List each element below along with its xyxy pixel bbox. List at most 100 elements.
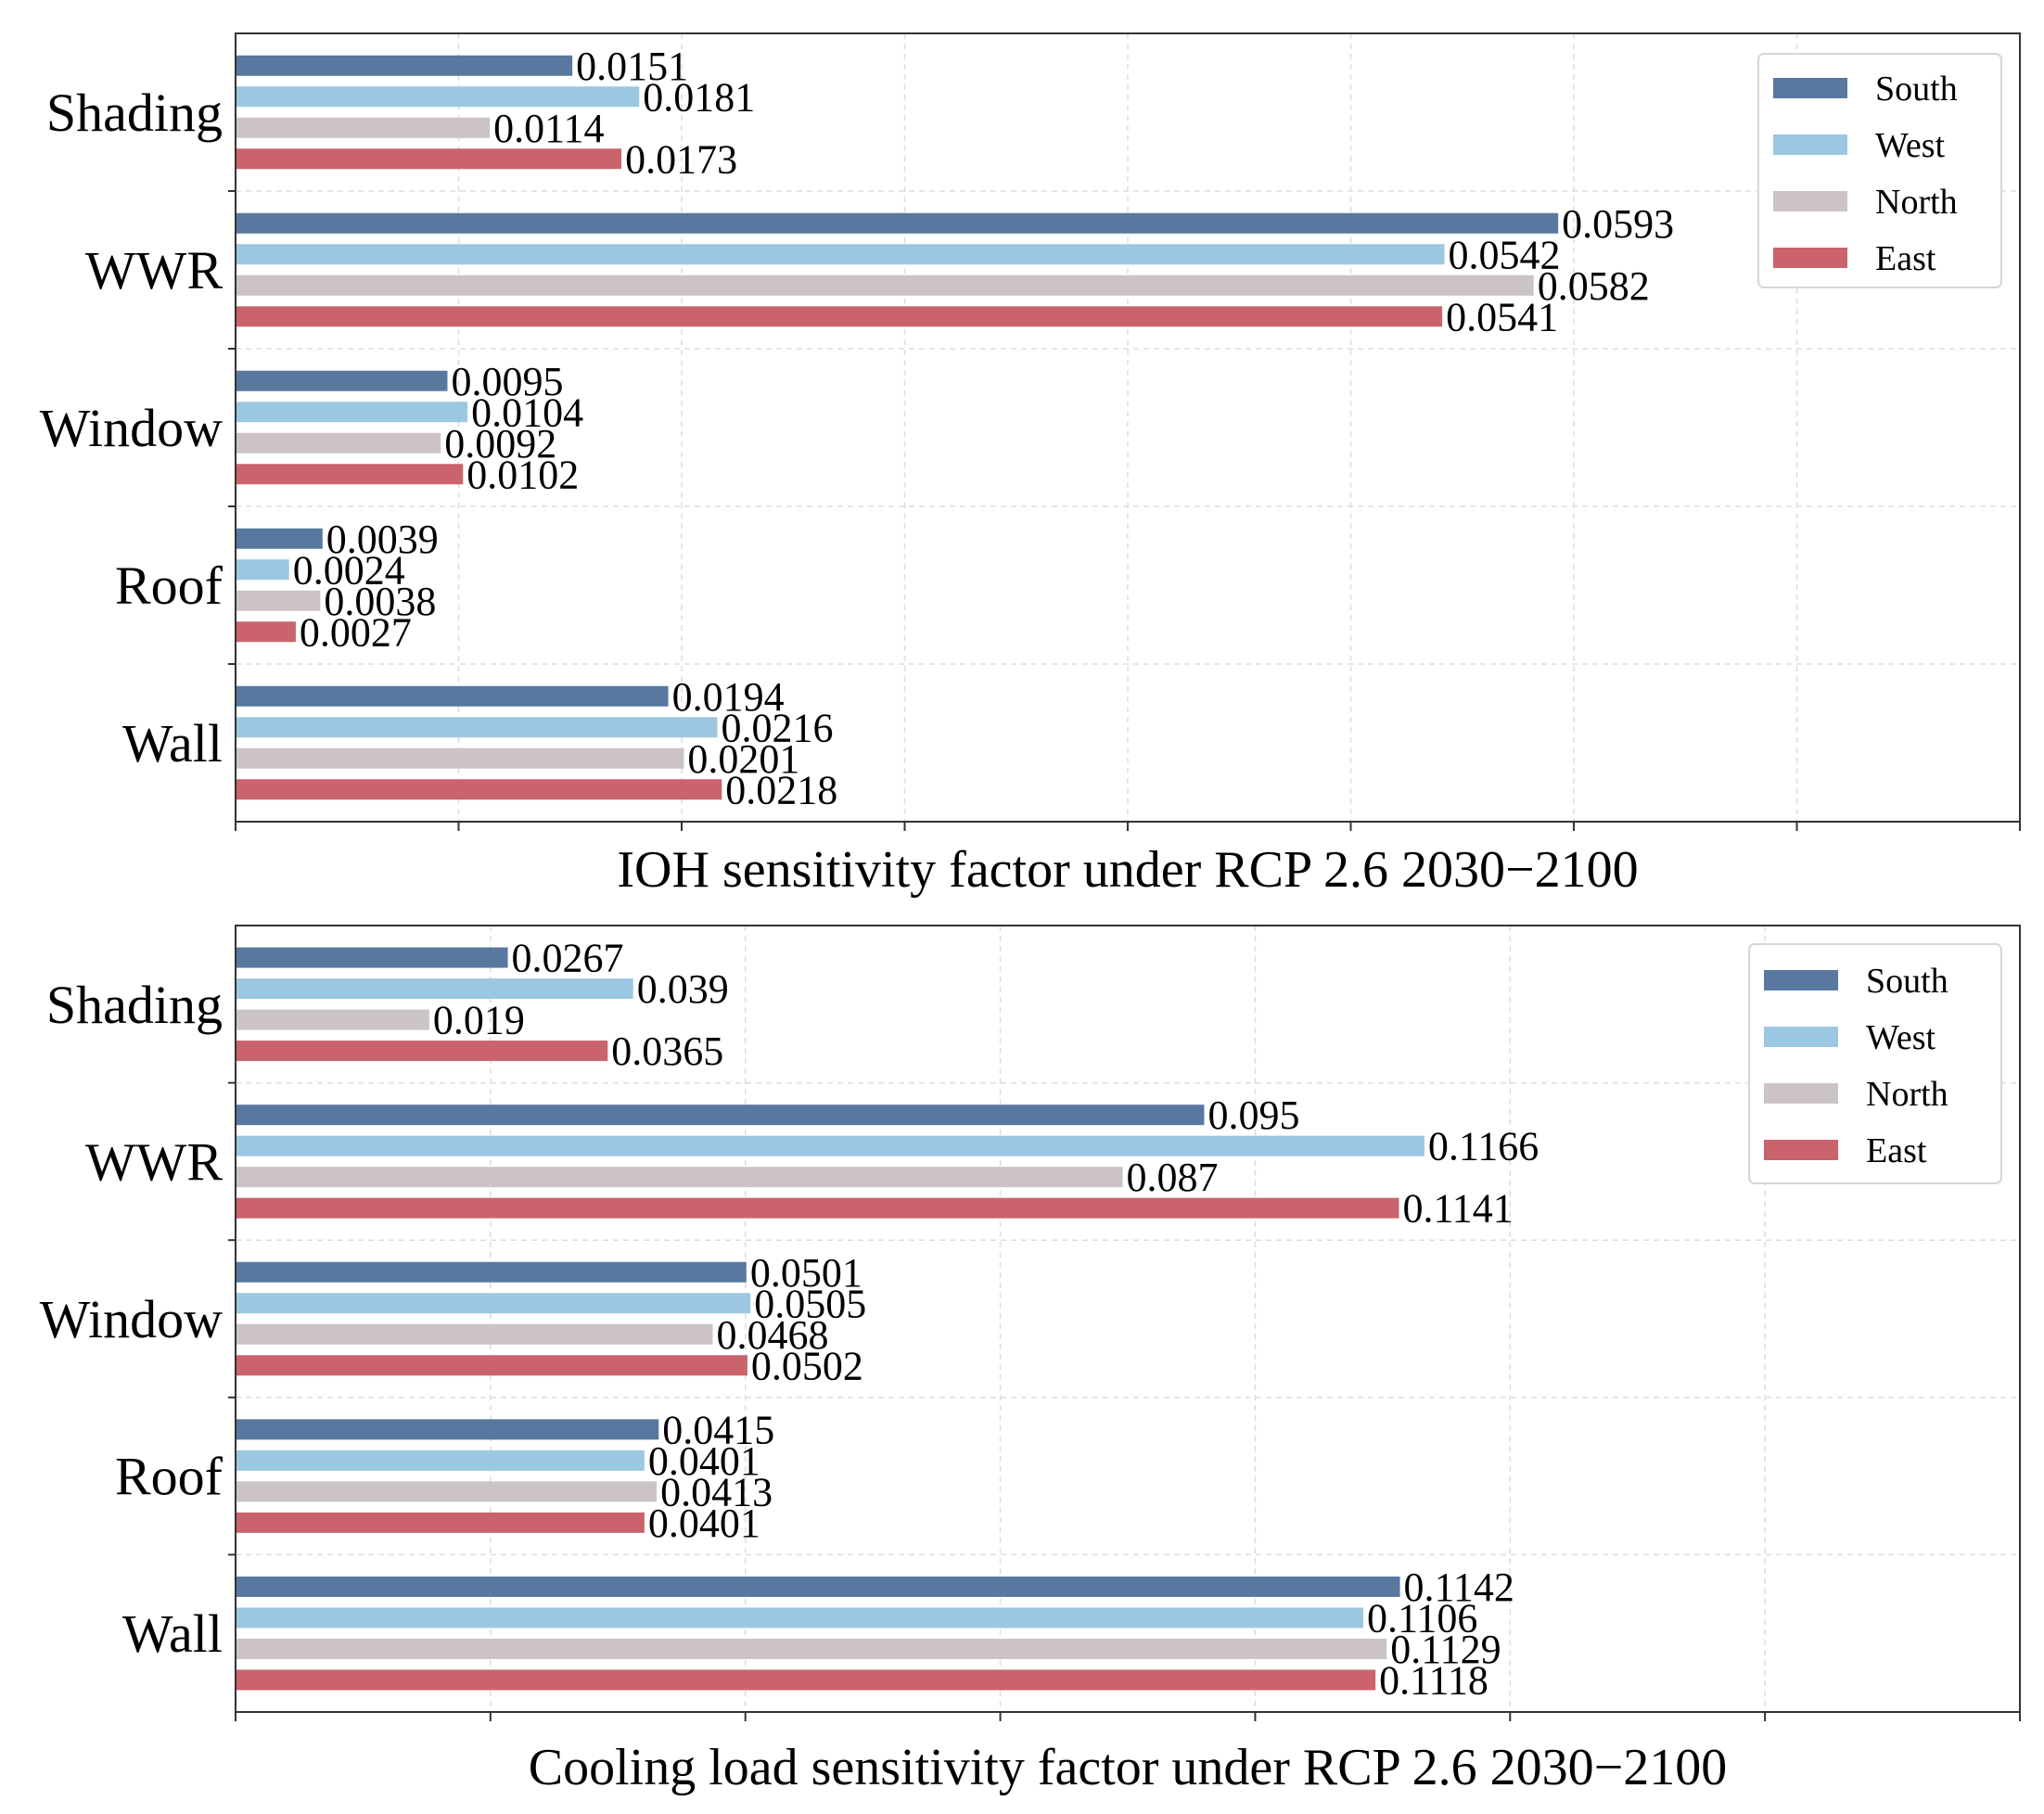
value-label-roof-north: 0.0413	[660, 1469, 773, 1514]
bar-shading-south	[236, 55, 573, 76]
category-label-window: Window	[40, 1289, 224, 1349]
bar-window-north	[236, 432, 441, 454]
bar-shading-east	[236, 1041, 608, 1062]
bar-roof-east	[236, 1512, 645, 1533]
category-label-wwr: WWR	[85, 1131, 223, 1192]
value-label-window-north: 0.0092	[444, 421, 556, 466]
value-label-shading-south: 0.0151	[576, 44, 688, 89]
bar-shading-south	[236, 947, 508, 968]
bar-wall-north	[236, 747, 684, 769]
bar-wwr-south	[236, 1105, 1205, 1126]
bar-wwr-south	[236, 212, 1559, 234]
category-label-shading: Shading	[46, 975, 223, 1035]
value-label-shading-west: 0.039	[637, 966, 729, 1012]
value-label-shading-east: 0.0173	[625, 136, 737, 182]
category-label-wall: Wall	[122, 713, 223, 773]
value-label-wall-south: 0.0194	[672, 674, 785, 720]
bar-shading-east	[236, 148, 622, 170]
legend-swatch-west	[1764, 1027, 1838, 1047]
value-label-wwr-south: 0.095	[1207, 1092, 1299, 1138]
bar-wwr-west	[236, 1135, 1424, 1156]
legend-swatch-north	[1773, 191, 1847, 211]
plot-frame	[235, 925, 2021, 1713]
bar-roof-south	[236, 1419, 659, 1440]
value-label-shading-west: 0.0181	[643, 74, 755, 120]
value-label-wwr-west: 0.1166	[1428, 1124, 1539, 1169]
category-label-shading: Shading	[46, 83, 223, 143]
bar-roof-west	[236, 1450, 645, 1471]
bar-roof-west	[236, 559, 289, 581]
value-label-shading-north: 0.019	[433, 998, 525, 1043]
legend-label-east: East	[1875, 239, 1936, 278]
bar-roof-north	[236, 1481, 658, 1502]
plot-frame	[235, 32, 2021, 823]
legend-box	[1748, 943, 2002, 1184]
value-label-window-north: 0.0468	[717, 1312, 829, 1358]
bar-shading-west	[236, 86, 640, 108]
legend-label-east: East	[1866, 1131, 1927, 1170]
legend-label-west: West	[1875, 126, 1945, 165]
value-label-wwr-north: 0.087	[1127, 1155, 1219, 1200]
legend-swatch-east	[1764, 1140, 1838, 1160]
category-label-roof: Roof	[115, 1447, 224, 1507]
bar-wwr-north	[236, 275, 1534, 296]
value-label-wall-north: 0.1129	[1390, 1627, 1501, 1672]
bar-shading-north	[236, 1009, 429, 1030]
bar-shading-north	[236, 117, 491, 138]
bar-shading-west	[236, 978, 633, 1000]
value-label-shading-south: 0.0267	[512, 936, 624, 981]
bar-window-south	[236, 370, 448, 391]
legend-swatch-south	[1764, 970, 1838, 990]
value-label-wall-west: 0.0216	[721, 705, 833, 750]
chart-panel-1: 0.01510.01810.01140.0173Shading0.05930.0…	[40, 32, 2021, 899]
value-label-roof-south: 0.0039	[326, 517, 439, 562]
bar-wwr-north	[236, 1167, 1123, 1188]
bar-roof-south	[236, 528, 323, 549]
bar-wall-north	[236, 1638, 1387, 1659]
category-label-wall: Wall	[122, 1603, 223, 1664]
legend-swatch-east	[1773, 248, 1847, 268]
value-label-window-west: 0.0505	[754, 1281, 866, 1326]
bar-wwr-east	[236, 306, 1443, 327]
value-label-roof-east: 0.0401	[648, 1501, 760, 1546]
legend-box	[1757, 53, 2002, 288]
bar-wall-west	[236, 1607, 1363, 1629]
value-label-wall-north: 0.0201	[687, 736, 799, 782]
value-label-wwr-south: 0.0593	[1562, 201, 1674, 247]
legend: South West North East	[1757, 53, 2002, 288]
bar-window-east	[236, 1355, 747, 1376]
bar-wall-south	[236, 685, 669, 707]
value-label-wall-west: 0.1106	[1367, 1595, 1477, 1641]
legend-label-west: West	[1866, 1018, 1935, 1057]
bar-wall-west	[236, 717, 718, 738]
bar-roof-east	[236, 621, 296, 643]
value-label-shading-north: 0.0114	[493, 106, 604, 151]
value-label-wwr-west: 0.0542	[1449, 232, 1561, 277]
value-label-wwr-east: 0.1141	[1402, 1186, 1513, 1232]
bar-wall-south	[236, 1576, 1400, 1597]
value-label-wall-east: 0.1118	[1379, 1657, 1488, 1703]
bar-window-west	[236, 402, 468, 423]
legend-label-south: South	[1875, 70, 1958, 109]
value-label-roof-south: 0.0415	[662, 1407, 774, 1452]
legend-label-north: North	[1875, 183, 1958, 222]
bar-wall-east	[236, 779, 722, 800]
legend-swatch-south	[1773, 78, 1847, 98]
legend-swatch-north	[1764, 1083, 1838, 1104]
value-label-roof-east: 0.0027	[300, 609, 412, 655]
legend: South West North East	[1748, 943, 2002, 1184]
chart-caption: IOH sensitivity factor under RCP 2.6 203…	[617, 841, 1638, 899]
legend-label-south: South	[1866, 962, 1948, 1001]
legend-label-north: North	[1866, 1075, 1948, 1114]
value-label-roof-west: 0.0401	[648, 1438, 760, 1484]
value-label-window-east: 0.0502	[751, 1343, 863, 1388]
value-label-window-west: 0.0104	[471, 390, 583, 435]
value-label-window-south: 0.0501	[750, 1250, 862, 1296]
value-label-roof-west: 0.0024	[293, 547, 405, 593]
value-label-shading-east: 0.0365	[611, 1028, 723, 1074]
bar-window-west	[236, 1293, 751, 1314]
legend-swatch-west	[1773, 134, 1847, 155]
bar-window-north	[236, 1323, 713, 1345]
chart-caption: Cooling load sensitivity factor under RC…	[529, 1739, 1728, 1796]
